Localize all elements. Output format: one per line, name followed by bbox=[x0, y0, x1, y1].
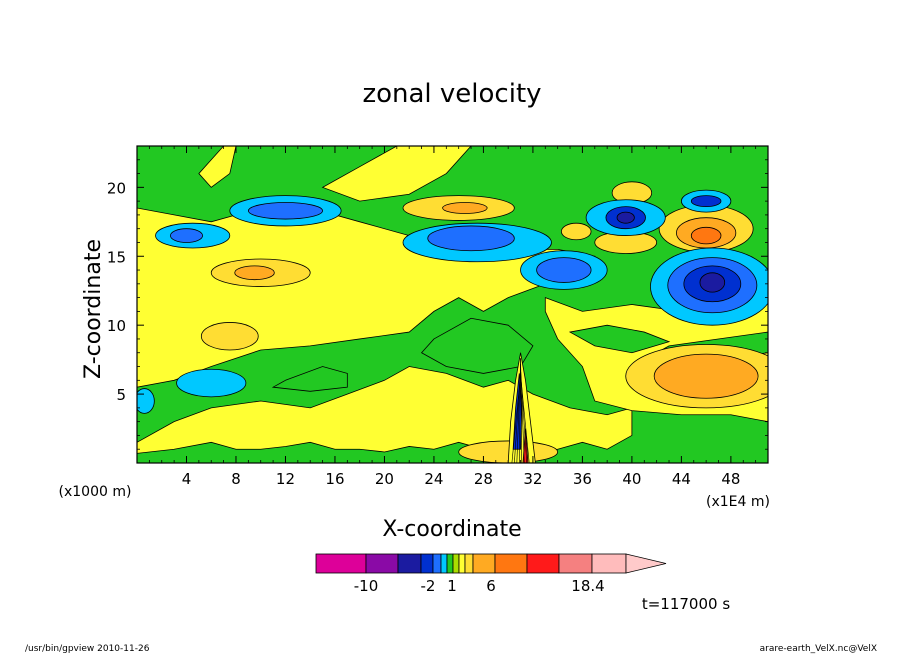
x-tick-label: 28 bbox=[474, 470, 493, 488]
contour-field bbox=[137, 146, 768, 463]
colorbar-bin bbox=[446, 553, 454, 574]
contour-mblue-1 bbox=[247, 202, 323, 220]
time-label: t=117000 s bbox=[642, 595, 730, 613]
colorbar-label: -2 bbox=[421, 577, 436, 595]
x-tick-label: 20 bbox=[375, 470, 394, 488]
contour-mblue-2 bbox=[170, 228, 203, 243]
x-tick-label: 4 bbox=[182, 470, 192, 488]
contour-yellow-top bbox=[321, 146, 472, 202]
contour-cyan-9 bbox=[137, 388, 155, 414]
x-axis-unit: (x1E4 m) bbox=[706, 494, 770, 510]
colorbar-bin bbox=[472, 553, 496, 574]
colorbar-bin bbox=[420, 553, 434, 574]
y-tick-label: 20 bbox=[107, 179, 126, 197]
y-axis-unit: (x1000 m) bbox=[59, 484, 132, 500]
y-tick-label: 10 bbox=[107, 317, 126, 335]
x-tick-label: 24 bbox=[424, 470, 443, 488]
colorbar-bin bbox=[494, 553, 528, 574]
x-tick-label: 44 bbox=[672, 470, 691, 488]
colorbar-bin bbox=[458, 553, 466, 574]
colorbar-bin bbox=[452, 553, 460, 574]
x-tick-label: 40 bbox=[622, 470, 641, 488]
colorbar-bin bbox=[558, 553, 593, 574]
contour-green-lower bbox=[271, 366, 348, 392]
x-tick-label: 36 bbox=[573, 470, 592, 488]
contour-orange-4 bbox=[653, 353, 759, 399]
contour-cyan-8 bbox=[176, 368, 247, 398]
colorbar-bin bbox=[526, 553, 560, 574]
contour-green-right2 bbox=[568, 324, 671, 354]
plot-frame bbox=[136, 145, 769, 464]
contour-gold-2 bbox=[200, 322, 259, 351]
colorbar-bin bbox=[397, 553, 422, 574]
colorbar-arrow bbox=[625, 553, 667, 574]
y-axis-label: Z-coordinate bbox=[81, 239, 106, 379]
colorbar-label: 18.4 bbox=[571, 577, 604, 595]
contour-orange-1 bbox=[234, 265, 275, 281]
colorbar-label: -10 bbox=[354, 577, 379, 595]
colorbar-label: 1 bbox=[447, 577, 457, 595]
x-tick-label: 8 bbox=[231, 470, 241, 488]
x-tick-label: 48 bbox=[721, 470, 740, 488]
contour-navy-6 bbox=[616, 211, 635, 224]
contour-dorange-5 bbox=[690, 226, 722, 245]
chart-title: zonal velocity bbox=[362, 79, 541, 109]
colorbar-label: 6 bbox=[486, 577, 496, 595]
y-axis: 5 10 15 20 bbox=[107, 159, 768, 450]
contour-blue-7 bbox=[690, 195, 722, 208]
contour-gold-8 bbox=[560, 222, 592, 241]
x-tick-label: 16 bbox=[325, 470, 344, 488]
contour-yellow-bottom bbox=[137, 366, 633, 457]
colorbar-bin bbox=[365, 553, 399, 574]
colorbar-bin bbox=[464, 553, 474, 574]
colorbar-bin bbox=[432, 553, 442, 574]
y-tick-label: 15 bbox=[107, 248, 126, 266]
x-axis: 4 8 12 16 20 24 28 32 36 40 44 48 bbox=[148, 146, 757, 488]
contour-orange-3 bbox=[442, 202, 488, 214]
contour-plume-line bbox=[516, 363, 521, 463]
contour-yellow-topleft bbox=[198, 146, 237, 188]
x-tick-label: 12 bbox=[276, 470, 295, 488]
colorbar-bin bbox=[440, 553, 448, 574]
contour-plume-line bbox=[520, 374, 530, 463]
contour-mblue-3 bbox=[427, 225, 515, 252]
x-axis-label: X-coordinate bbox=[382, 517, 521, 542]
colorbar: -10 -2 1 6 18.4 bbox=[315, 553, 667, 595]
footer-right: arare-earth_VelX.nc@VelX bbox=[760, 644, 877, 654]
colorbar-bin bbox=[591, 553, 627, 574]
colorbar-bin bbox=[315, 553, 367, 574]
x-tick-label: 32 bbox=[523, 470, 542, 488]
contour-navy-5 bbox=[699, 272, 726, 293]
footer-left: /usr/bin/gpview 2010-11-26 bbox=[25, 644, 150, 654]
y-tick-label: 5 bbox=[116, 386, 126, 404]
contour-mblue-4b bbox=[536, 257, 592, 283]
